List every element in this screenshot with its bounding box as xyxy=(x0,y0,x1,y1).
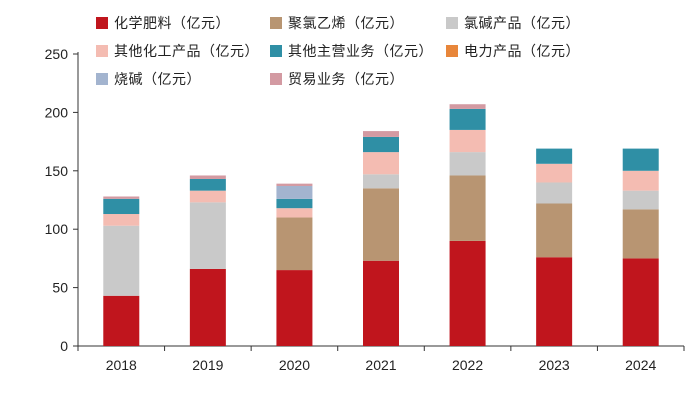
x-tick-label: 2023 xyxy=(539,357,570,373)
bar-segment xyxy=(103,225,140,296)
y-tick-label: 150 xyxy=(45,163,69,179)
legend-label: 化学肥料（亿元） xyxy=(114,16,230,32)
bar-stack xyxy=(276,183,313,346)
bar-segment xyxy=(103,214,140,226)
bar-segment xyxy=(189,268,226,346)
y-tick-label: 50 xyxy=(52,280,68,296)
bar-segment xyxy=(363,136,399,153)
bar-segment xyxy=(363,188,399,261)
bar-segment xyxy=(622,258,659,346)
legend-swatch xyxy=(446,45,458,57)
bars xyxy=(103,104,659,346)
legend-swatch xyxy=(270,45,282,57)
bar-segment xyxy=(276,183,313,186)
legend-swatch xyxy=(446,17,458,29)
bar-segment xyxy=(103,196,140,199)
bar-segment xyxy=(622,170,659,191)
bar-segment xyxy=(536,203,573,258)
legend-item: 其他主营业务（亿元） xyxy=(270,44,433,60)
legend-label: 贸易业务（亿元） xyxy=(288,72,404,88)
bar-segment xyxy=(189,178,226,191)
y-axis: 0 50 100 150 200 250 xyxy=(45,46,79,354)
bar-segment xyxy=(276,217,313,271)
bar-stack xyxy=(622,148,659,346)
x-tick-label: 2020 xyxy=(279,357,310,373)
bar-segment xyxy=(622,209,659,259)
legend-label: 其他主营业务（亿元） xyxy=(288,44,433,60)
legend-swatch xyxy=(270,17,282,29)
bar-segment xyxy=(449,104,486,109)
bar-segment xyxy=(363,152,399,175)
bar-segment xyxy=(363,174,399,189)
bar-segment xyxy=(363,131,399,137)
legend-label: 氯碱产品（亿元） xyxy=(464,16,580,32)
bar-segment xyxy=(276,208,313,218)
bar-segment xyxy=(449,152,486,176)
bar-segment xyxy=(103,198,140,215)
bar-stack xyxy=(449,104,486,346)
bar-segment xyxy=(449,129,486,153)
bar-segment xyxy=(276,270,313,346)
bar-stack xyxy=(189,175,226,346)
bar-segment xyxy=(536,182,573,204)
bar-segment xyxy=(103,295,140,346)
bar-segment xyxy=(449,175,486,241)
legend-item: 电力产品（亿元） xyxy=(446,44,580,60)
y-tick-label: 0 xyxy=(60,338,68,354)
x-axis: 2018 2019 2020 2021 2022 2023 2024 xyxy=(77,345,685,373)
bar-segment xyxy=(449,108,486,130)
bar-stack xyxy=(363,131,399,346)
x-tick-label: 2018 xyxy=(106,357,137,373)
y-tick-label: 250 xyxy=(45,46,69,62)
bar-segment xyxy=(622,190,659,210)
bar-segment xyxy=(622,148,659,171)
bar-segment xyxy=(449,240,486,346)
legend-swatch xyxy=(96,17,108,29)
legend-item: 烧碱（亿元） xyxy=(96,72,201,88)
legend-label: 烧碱（亿元） xyxy=(114,72,201,88)
bar-segment xyxy=(276,198,313,209)
bar-stack xyxy=(536,148,573,346)
x-tick-label: 2024 xyxy=(625,357,656,373)
bar-segment xyxy=(276,185,313,199)
legend-label: 聚氯乙烯（亿元） xyxy=(288,16,404,32)
bar-segment xyxy=(189,190,226,203)
legend-label: 其他化工产品（亿元） xyxy=(114,44,259,60)
bar-segment xyxy=(536,257,573,346)
bar-segment xyxy=(189,202,226,269)
legend-item: 贸易业务（亿元） xyxy=(270,72,404,88)
legend-swatch xyxy=(96,73,108,85)
bar-segment xyxy=(536,148,573,164)
legend-item: 氯碱产品（亿元） xyxy=(446,16,580,32)
legend-item: 聚氯乙烯（亿元） xyxy=(270,16,404,32)
legend-swatch xyxy=(96,45,108,57)
bar-stack xyxy=(103,196,140,346)
x-tick-label: 2021 xyxy=(365,357,396,373)
y-tick-label: 100 xyxy=(45,221,69,237)
legend-swatch xyxy=(270,73,282,85)
x-tick-label: 2022 xyxy=(452,357,483,373)
x-tick-label: 2019 xyxy=(192,357,223,373)
bar-segment xyxy=(189,175,226,179)
legend-item: 化学肥料（亿元） xyxy=(96,16,230,32)
legend: 化学肥料（亿元） 聚氯乙烯（亿元） 氯碱产品（亿元） 其他化工产品（亿元） 其他主营业务… xyxy=(96,16,580,88)
legend-label: 电力产品（亿元） xyxy=(464,44,580,60)
y-tick-label: 200 xyxy=(45,104,69,120)
legend-item: 其他化工产品（亿元） xyxy=(96,44,259,60)
bar-segment xyxy=(363,260,399,346)
bar-segment xyxy=(536,163,573,183)
